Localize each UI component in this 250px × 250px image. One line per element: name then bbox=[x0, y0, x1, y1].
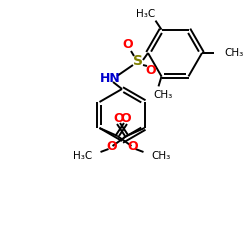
Text: CH₃: CH₃ bbox=[154, 90, 173, 101]
Text: H₃C: H₃C bbox=[136, 8, 155, 18]
Text: O: O bbox=[127, 140, 138, 153]
Text: S: S bbox=[133, 54, 143, 68]
Text: CH₃: CH₃ bbox=[224, 48, 243, 58]
Text: HN: HN bbox=[100, 72, 120, 86]
Text: O: O bbox=[106, 140, 117, 153]
Text: O: O bbox=[146, 64, 156, 78]
Text: O: O bbox=[113, 112, 124, 124]
Text: O: O bbox=[123, 38, 133, 52]
Text: H₃C: H₃C bbox=[73, 151, 92, 161]
Text: O: O bbox=[120, 112, 131, 124]
Text: CH₃: CH₃ bbox=[152, 151, 171, 161]
